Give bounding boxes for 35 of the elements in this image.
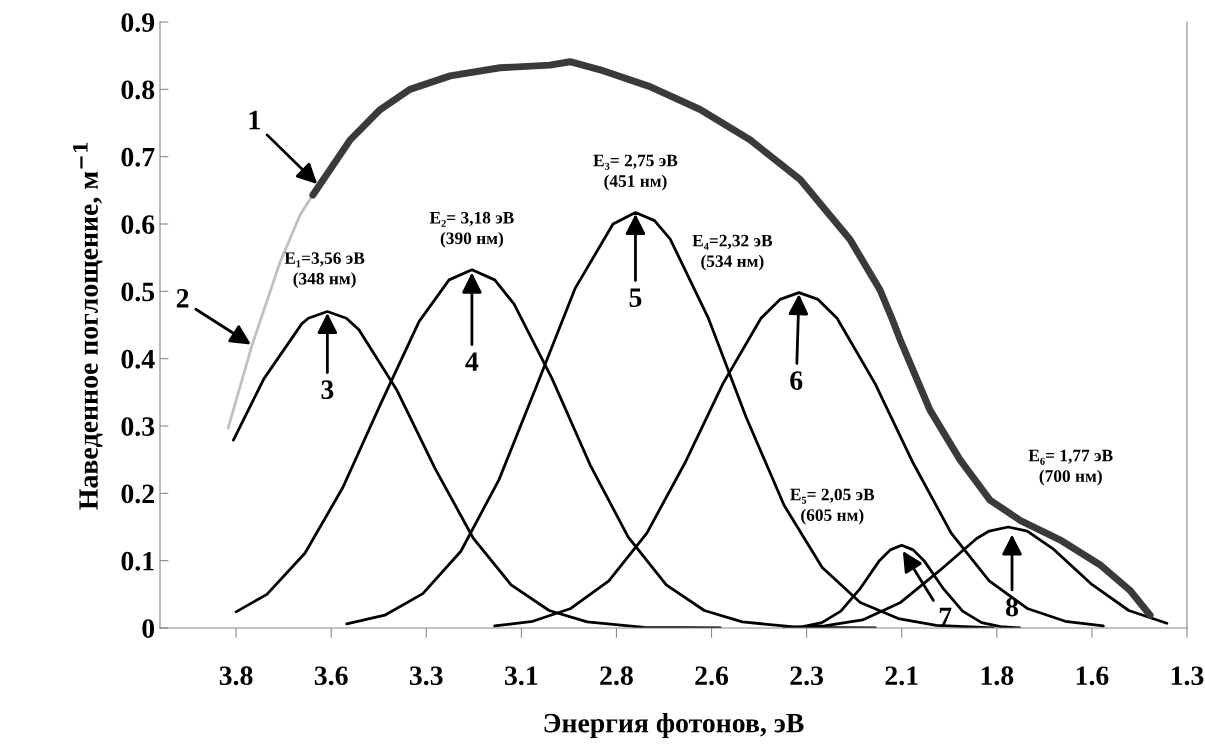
x-tick-label: 1.6 <box>1076 666 1109 686</box>
x-tick-label: 2.6 <box>695 666 729 686</box>
x-tick-label: 2.1 <box>885 666 918 686</box>
y-tick-label: 0.8 <box>121 80 155 100</box>
annotation: 1 <box>249 110 260 130</box>
x-tick-label: 2.3 <box>790 666 824 686</box>
y-tick-label: 0.1 <box>121 551 154 571</box>
annotation: E₄=2,32 эВ (534 нм) <box>692 234 773 271</box>
annotation: E₅= 2,05 эВ (605 нм) <box>790 488 875 525</box>
annotation: E₂= 3,18 эВ (390 нм) <box>429 211 514 248</box>
x-tick-label: 1.8 <box>981 666 1014 686</box>
y-tick-label: 0.5 <box>121 282 155 302</box>
annotation: E₁=3,56 эВ (348 нм) <box>284 252 365 289</box>
annotation: E₆= 1,77 эВ (700 нм) <box>1028 449 1113 486</box>
y-tick-label: 0.7 <box>121 147 155 167</box>
annotation: 2 <box>176 289 189 308</box>
x-tick-label: 2.8 <box>600 666 633 686</box>
x-tick-label: 1.3 <box>1171 666 1204 686</box>
y-axis-title: Наведенное поглощение, м$^{−1}$ <box>73 142 103 510</box>
annotation: 3 <box>321 380 334 400</box>
x-axis-title: Энергия фотонов, эВ <box>544 712 804 739</box>
y-tick-label: 0 <box>142 619 155 638</box>
y-tick-label: 0.6 <box>121 215 155 235</box>
x-tick-label: 3.8 <box>219 666 253 686</box>
x-tick-label: 3.3 <box>409 666 443 686</box>
annotation: 4 <box>465 352 479 371</box>
annotation: 6 <box>790 371 803 390</box>
x-tick-label: 3.6 <box>314 666 348 686</box>
annotation: E₃= 2,75 эВ (451 нм) <box>593 154 678 191</box>
y-tick-label: 0.9 <box>121 13 155 33</box>
annotation: 5 <box>629 288 642 308</box>
y-tick-label: 0.2 <box>121 484 154 504</box>
x-tick-label: 3.1 <box>505 666 538 686</box>
y-tick-label: 0.4 <box>121 349 155 369</box>
y-tick-label: 0.3 <box>121 417 155 437</box>
